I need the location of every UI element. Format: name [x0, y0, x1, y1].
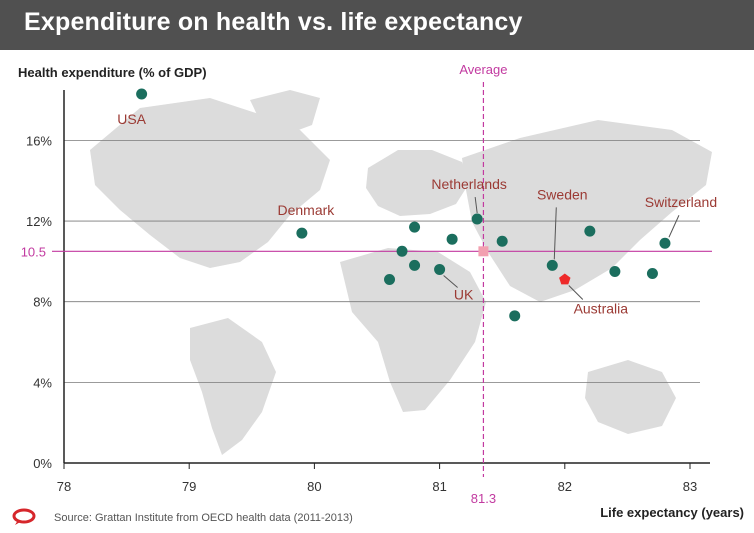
y-axis-title: Health expenditure (% of GDP)	[18, 65, 207, 80]
data-label-uk: UK	[454, 286, 474, 302]
data-point	[446, 233, 458, 245]
data-point-denmark	[296, 227, 308, 239]
data-label-australia: Australia	[574, 301, 629, 317]
australia-shape	[585, 360, 676, 434]
x-tick-label: 80	[307, 479, 321, 494]
average-x-value-label: 81.3	[471, 491, 496, 506]
data-labels: USA Denmark Netherlands Sweden Switzerland UK…	[117, 111, 717, 316]
average-lines: Average 81.3 10.5	[21, 62, 712, 506]
data-point	[384, 274, 396, 286]
data-label-sweden: Sweden	[537, 186, 588, 202]
x-axis-title: Life expectancy (years)	[600, 505, 744, 520]
leader-line	[568, 285, 584, 300]
data-point-uk	[434, 263, 446, 275]
data-point	[609, 265, 621, 277]
world-map-background	[90, 90, 712, 455]
data-point	[646, 267, 658, 279]
grid-lines	[64, 140, 700, 383]
chart-title: Expenditure on health vs. life expectanc…	[24, 8, 523, 36]
x-tick-label: 78	[57, 479, 71, 494]
y-tick-label: 0%	[33, 456, 52, 471]
y-tick-label: 16%	[26, 133, 52, 148]
data-point	[584, 225, 596, 237]
data-point-sweden	[546, 259, 558, 271]
x-tick-label: 82	[558, 479, 572, 494]
south-america-shape	[190, 318, 276, 455]
data-point-usa	[136, 88, 148, 100]
y-tick-label: 8%	[33, 295, 52, 310]
europe-shape	[366, 150, 470, 216]
data-label-usa: USA	[117, 111, 146, 127]
leader-line	[443, 275, 458, 288]
y-tick-label: 4%	[33, 375, 52, 390]
africa-shape	[340, 248, 486, 412]
data-point-australia	[559, 273, 571, 285]
leader-line	[553, 207, 557, 260]
data-point	[509, 310, 521, 322]
source-note: Source: Grattan Institute from OECD heal…	[54, 512, 353, 524]
x-tick-label: 83	[683, 479, 697, 494]
data-points	[136, 88, 671, 322]
average-y-value-label: 10.5	[21, 244, 46, 259]
x-tick-label: 79	[182, 479, 196, 494]
data-point	[409, 221, 421, 233]
average-label: Average	[459, 62, 507, 77]
grattan-logo-icon	[12, 508, 36, 525]
x-tick-label: 81	[432, 479, 446, 494]
leader-line	[668, 215, 680, 238]
data-point	[396, 245, 408, 257]
data-point-switzerland	[659, 237, 671, 249]
data-point	[409, 259, 421, 271]
data-label-denmark: Denmark	[277, 202, 335, 218]
data-point	[496, 235, 508, 247]
title-bar: Expenditure on health vs. life expectanc…	[0, 0, 754, 50]
greenland-shape	[250, 90, 320, 135]
data-label-netherlands: Netherlands	[431, 176, 507, 192]
data-label-switzerland: Switzerland	[645, 194, 717, 210]
leader-line	[474, 196, 478, 214]
data-point-netherlands	[471, 213, 483, 225]
axes: 0% 4% 8% 12% 16% 78 79 80 81 82 83 Health expenditu…	[18, 65, 744, 520]
average-marker	[478, 246, 489, 257]
asia-shape	[462, 120, 712, 302]
y-tick-label: 12%	[26, 214, 52, 229]
